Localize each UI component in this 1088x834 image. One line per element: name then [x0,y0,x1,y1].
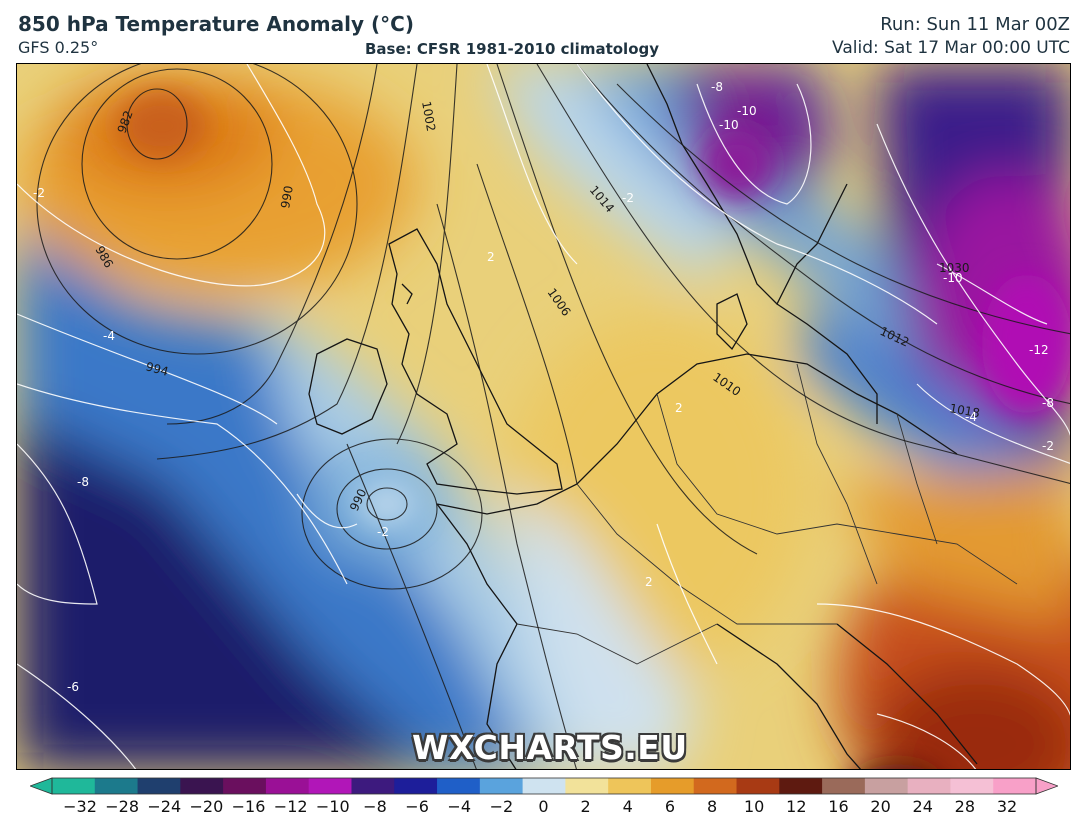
anomaly-label: -10 [719,118,739,132]
colorbar-segment [993,778,1037,794]
colorbar-segment [950,778,994,794]
anomaly-label: -2 [33,186,45,200]
colorbar-segment [864,778,909,794]
pressure-label: 1002 [419,100,438,133]
colorbar-tick-label: 20 [870,797,891,816]
colorbar-tick-label: −2 [489,797,514,816]
wxcharts-watermark: WXCHARTS.EU [412,728,688,767]
pressure-label: 990 [278,185,296,210]
anomaly-label: -2 [377,525,389,539]
colorbar-segment [650,778,695,794]
anomaly-label: -10 [943,271,963,285]
colorbar-tick-label: −24 [147,797,182,816]
country-borders [516,363,1018,665]
colorbar-tick-label: −10 [315,797,350,816]
anomaly-label: 2 [645,575,653,589]
colorbar-segment [437,778,481,794]
anomaly-label: 2 [487,250,495,264]
colorbar-segment [736,778,780,794]
colorbar-segment [94,778,139,794]
anomaly-label: -10 [737,104,757,118]
colorbar-tick-label: −32 [63,797,97,816]
colorbar-tick-label: 16 [828,797,849,816]
pressure-label: 1018 [948,401,981,420]
anomaly-label: -2 [622,191,634,205]
colorbar-segment [608,778,652,794]
colorbar-segment [137,778,181,794]
anomaly-label: -8 [711,80,723,94]
colorbar-segment [479,778,524,794]
colorbar-segment [565,778,609,794]
colorbar-tick-label: 32 [996,797,1018,816]
colorbar-tick-label: 6 [664,797,675,816]
colorbar-segment [308,778,352,794]
isobars [36,64,1070,769]
colorbar-segment [52,778,96,794]
anomaly-label: -8 [77,475,89,489]
colorbar-tick-label: 4 [622,797,633,816]
anomaly-label: -8 [1042,396,1054,410]
colorbar-segment [265,778,310,794]
colorbar-segment [779,778,823,794]
colorbar-tick-label: −8 [363,797,387,816]
colorbar-tick-label: −28 [105,797,140,816]
anomaly-label: -6 [67,680,79,694]
colorbar-tick-label: −20 [189,797,224,816]
colorbar-tick-label: 8 [706,797,718,816]
colorbar-tick-label: 24 [912,797,933,816]
model-label: GFS 0.25° [18,38,99,57]
colorbar-segment [522,778,566,794]
colorbar-tick-label: −4 [447,797,472,816]
run-time-label: Run: Sun 11 Mar 00Z [880,14,1070,35]
anomaly-label: 2 [675,401,683,415]
anomaly-labels: -2 -4 -6 -8 -8 -8 -10 -10 -10 -12 -2 -4 … [33,80,1054,694]
anomaly-label: -12 [1029,343,1049,357]
anomaly-contours [17,64,1070,769]
colorbar-tick-label: −6 [405,797,429,816]
colorbar-tick-label: 10 [743,797,765,816]
anomaly-label: -2 [1042,439,1054,453]
weather-map: 982 986 990 994 990 1002 1006 1010 1012 … [16,63,1071,770]
valid-time-label: Valid: Sat 17 Mar 00:00 UTC [832,38,1070,58]
colorbar-ticks: −32 −28 −24 −20 −16 −12 −10 −8 −6 −4 −2 0 2 4 6 8 10 12 16… [0,797,1088,821]
map-title: 850 hPa Temperature Anomaly (°C) [18,12,414,36]
climatology-base-label: Base: CFSR 1981-2010 climatology [365,40,660,58]
colorbar-segment [907,778,951,794]
colorbar-segment [693,778,738,794]
colorbar-segment [223,778,267,794]
colorbar-tick-label: −16 [231,797,266,816]
colorbar-tick-label: −12 [273,797,308,816]
colorbar-segment [822,778,866,794]
anomaly-label: -4 [103,329,115,343]
pressure-label: 1030 [939,261,970,275]
temperature-anomaly-field: 982 986 990 994 990 1002 1006 1010 1012 … [17,64,1070,769]
pressure-label: 994 [144,359,170,378]
colorbar-tick-label: 2 [580,797,591,816]
colorbar-segment [394,778,438,794]
colorbar-segment [180,778,224,794]
colorbar-segment [351,778,395,794]
anomaly-label: -4 [965,410,977,424]
colorbar-tick-label: 12 [786,797,807,816]
coastlines [308,64,978,769]
colorbar [30,777,1058,795]
colorbar-tick-label: 0 [538,797,549,816]
colorbar-tick-label: 28 [954,797,976,816]
